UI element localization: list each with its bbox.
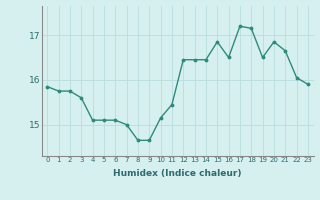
X-axis label: Humidex (Indice chaleur): Humidex (Indice chaleur) bbox=[113, 169, 242, 178]
